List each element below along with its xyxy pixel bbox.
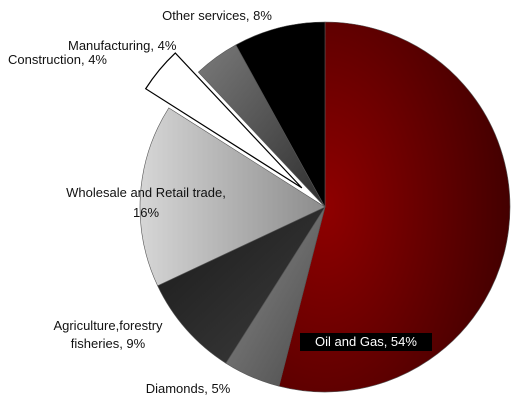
data-label-construction: Construction, 4% <box>8 52 107 67</box>
pie-slice-other-services <box>235 21 326 208</box>
pie-slice-agriculture-forestry-fisheries <box>157 206 326 364</box>
data-label-agriculture-forestry-fisheries: Agriculture,forestry fisheries, 9% <box>53 318 163 351</box>
data-label-other-services: Other services, 8% <box>162 8 272 23</box>
pie-slice-wholesale-and-retail-trade <box>139 107 326 287</box>
pie-slice-construction <box>144 52 303 189</box>
data-label-manufacturing: Manufacturing, 4% <box>68 38 177 53</box>
data-label-oil-and-gas: Oil and Gas, 54% <box>315 334 417 349</box>
data-label-background <box>300 333 432 351</box>
pie-slice-oil-and-gas <box>278 21 511 393</box>
data-label-wholesale-and-retail-trade: Wholesale and Retail trade, 16% <box>66 185 226 220</box>
data-label-diamonds: Diamonds, 5% <box>146 381 231 396</box>
